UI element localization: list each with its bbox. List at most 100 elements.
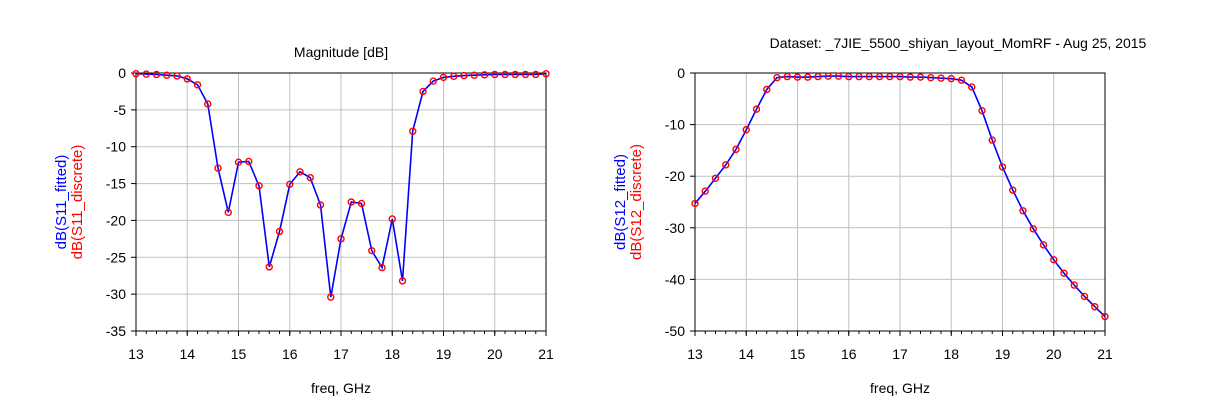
chart2-discrete-point xyxy=(804,73,812,81)
chart2-discrete-point xyxy=(947,74,955,83)
chart1-discrete-point xyxy=(286,180,294,189)
chart2-x-tick-label: 16 xyxy=(841,346,857,362)
chart2-discrete-point xyxy=(927,73,935,82)
chart1-discrete-point xyxy=(480,71,489,79)
chart1-discrete-point xyxy=(142,70,150,78)
chart1-discrete-point xyxy=(204,100,212,108)
chart2-discrete-point xyxy=(722,161,730,169)
chart2-discrete-point xyxy=(783,72,791,81)
chart2-x-tick-label: 14 xyxy=(738,346,754,362)
chart2-x-tick-label: 19 xyxy=(995,346,1011,362)
chart2-discrete-point xyxy=(711,174,720,182)
chart2-discrete-point xyxy=(701,187,709,195)
chart2-discrete-point xyxy=(1060,269,1068,277)
chart1-y-tick-label: -10 xyxy=(106,139,126,155)
chart1-discrete-point xyxy=(245,157,253,166)
chart2-discrete-point xyxy=(1009,186,1017,194)
chart2-discrete-point xyxy=(855,72,863,81)
chart2-y-axis-label-fitted: dB(S12_fitted) xyxy=(612,154,629,250)
chart1-x-tick-label: 20 xyxy=(487,346,503,362)
chart2-discrete-point xyxy=(896,72,904,81)
chart1-x-axis-label: freq, GHz xyxy=(311,380,371,396)
chart1-discrete-point xyxy=(470,71,478,79)
chart2-discrete-point xyxy=(1029,225,1037,233)
chart1-discrete-point xyxy=(460,71,468,80)
chart2-discrete-point xyxy=(968,83,976,91)
chart2-discrete-point xyxy=(1070,281,1078,289)
chart1-discrete-point xyxy=(347,198,355,206)
chart2-y-tick-label: -10 xyxy=(665,117,685,133)
chart2-discrete-point xyxy=(1080,292,1089,301)
chart2-y-tick-label: 0 xyxy=(677,65,685,81)
chart1-discrete-point xyxy=(265,263,273,271)
chart2-discrete-point xyxy=(845,72,853,81)
chart2-discrete-point xyxy=(937,74,945,82)
chart1-discrete-point xyxy=(491,70,499,79)
chart2-x-tick-label: 21 xyxy=(1097,346,1113,362)
chart1-y-tick-label: -5 xyxy=(114,102,127,118)
chart2-discrete-point xyxy=(742,126,750,134)
chart1-discrete-point xyxy=(542,70,550,78)
chart2-discrete-point xyxy=(906,73,914,81)
chart2-x-tick-label: 18 xyxy=(943,346,959,362)
chart1-discrete-point xyxy=(224,208,232,217)
chart1-discrete-point xyxy=(388,215,396,223)
chart1-discrete-point xyxy=(429,77,437,85)
chart2-y-tick-label: -30 xyxy=(665,220,685,236)
chart1-y-tick-label: -25 xyxy=(106,249,126,265)
chart2-x-tick-label: 13 xyxy=(687,346,703,362)
chart2-discrete-point xyxy=(988,136,996,144)
chart1-discrete-point xyxy=(450,72,458,81)
chart1-x-tick-label: 21 xyxy=(538,346,554,362)
chart1-x-tick-label: 14 xyxy=(179,346,195,362)
chart1-y-tick-label: 0 xyxy=(118,65,126,81)
chart1-discrete-point xyxy=(163,71,171,79)
chart2-discrete-point xyxy=(1050,256,1058,264)
chart1-discrete-point xyxy=(368,246,376,255)
chart1-discrete-point xyxy=(327,293,335,301)
chart2-discrete-point xyxy=(814,72,822,81)
chart2-discrete-point xyxy=(691,199,699,208)
chart1-x-tick-label: 15 xyxy=(231,346,247,362)
chart1-y-tick-label: -35 xyxy=(106,323,126,339)
chart2-discrete-point xyxy=(916,73,925,81)
chart1-plot-frame xyxy=(135,72,547,332)
chart2-discrete-point xyxy=(865,72,873,81)
chart2-discrete-point xyxy=(1101,312,1109,321)
chart1-discrete-point xyxy=(439,73,448,82)
chart2-x-axis-label: freq, GHz xyxy=(870,380,930,396)
chart2-x-tick-label: 20 xyxy=(1046,346,1062,362)
chart2-y-tick-label: -50 xyxy=(665,323,685,339)
chart2-x-tick-label: 15 xyxy=(790,346,806,362)
chart1-y-tick-label: -15 xyxy=(106,176,126,192)
chart1-discrete-point xyxy=(501,70,509,79)
chart1-x-tick-label: 19 xyxy=(436,346,452,362)
chart1-x-tick-label: 17 xyxy=(333,346,349,362)
chart1-discrete-point xyxy=(193,81,202,89)
chart1-discrete-point xyxy=(409,127,417,135)
chart2-discrete-point xyxy=(1091,303,1099,311)
chart2-discrete-point xyxy=(875,72,884,81)
chart2-y-tick-label: -40 xyxy=(665,271,685,287)
chart2-discrete-point xyxy=(773,73,781,82)
chart1-y-tick-label: -20 xyxy=(106,212,126,228)
chart1-x-tick-label: 18 xyxy=(384,346,400,362)
chart1-discrete-point xyxy=(255,182,263,190)
chart-title-magnitude: Magnitude [dB] xyxy=(294,44,388,60)
chart2-discrete-point xyxy=(824,72,832,80)
chart2-y-axis-label-discrete: dB(S12_discrete) xyxy=(628,144,645,260)
chart1-y-axis-label-discrete: dB(S11_discrete) xyxy=(69,145,86,260)
chart2-discrete-point xyxy=(752,105,761,113)
chart1-discrete-point xyxy=(511,70,519,79)
chart2-discrete-point xyxy=(793,73,802,81)
chart1-discrete-point xyxy=(296,168,304,176)
chart2-discrete-point xyxy=(763,85,771,94)
chart2-discrete-point xyxy=(1019,207,1027,215)
chart1-discrete-point xyxy=(521,70,530,79)
chart2-discrete-point xyxy=(978,106,986,115)
chart1-discrete-point xyxy=(419,87,427,96)
chart2-discrete-point xyxy=(957,76,966,84)
chart2-discrete-point xyxy=(834,72,843,80)
chart1-discrete-point xyxy=(234,158,243,166)
